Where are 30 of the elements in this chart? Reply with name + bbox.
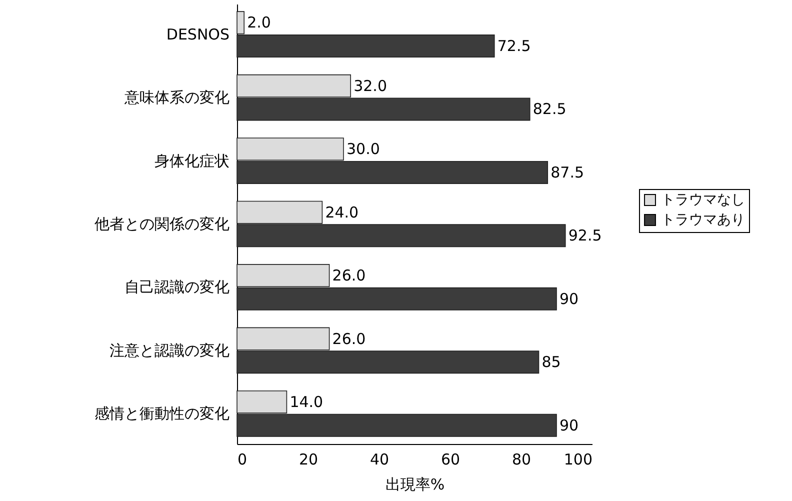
x-tick-label: 20 xyxy=(298,450,318,468)
data-label: 2.0 xyxy=(247,14,271,32)
data-label: 82.5 xyxy=(532,100,566,118)
y-tick-label: 自己認識の変化 xyxy=(124,278,230,296)
legend-label: トラウマなし xyxy=(661,192,745,208)
data-label: 14.0 xyxy=(290,392,324,411)
y-tick-label: 身体化症状 xyxy=(154,152,230,170)
data-label: 24.0 xyxy=(325,203,359,222)
y-tick-label: 意味体系の変化 xyxy=(124,88,230,107)
data-label: 85 xyxy=(542,353,561,372)
x-tick-label: 0 xyxy=(238,450,248,468)
y-tick-label: DESNOS xyxy=(166,25,230,44)
data-label: 72.5 xyxy=(497,37,531,56)
data-label: 92.5 xyxy=(568,226,602,245)
data-label: 32.0 xyxy=(354,76,388,95)
data-label: 26.0 xyxy=(332,330,366,348)
data-label: 30.0 xyxy=(346,140,380,158)
data-label: 90 xyxy=(560,416,579,434)
legend-label: トラウマあり xyxy=(661,212,745,228)
x-tick-label: 40 xyxy=(370,450,390,468)
y-tick-label: 他者との関係の変化 xyxy=(94,215,230,233)
data-label: 87.5 xyxy=(550,163,584,182)
x-tick-label: 60 xyxy=(440,450,460,468)
x-axis-title: 出現率% xyxy=(385,476,445,494)
y-tick-label: 感情と衝動性の変化 xyxy=(94,404,230,423)
x-tick-label: 80 xyxy=(512,450,532,468)
x-tick-label: 100 xyxy=(564,450,592,468)
data-label: 90 xyxy=(560,290,579,308)
y-tick-label: 注意と認識の変化 xyxy=(110,341,230,360)
data-label: 26.0 xyxy=(332,266,366,285)
